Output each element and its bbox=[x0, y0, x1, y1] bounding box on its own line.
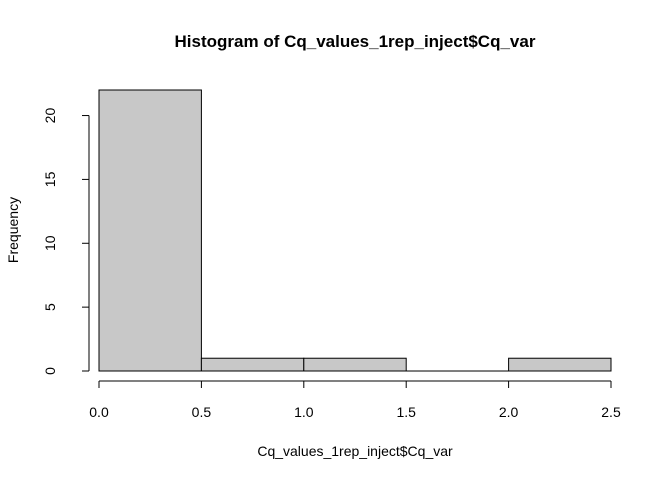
x-tick-label: 2.5 bbox=[601, 404, 621, 420]
chart-title: Histogram of Cq_values_1rep_inject$Cq_va… bbox=[175, 32, 536, 51]
y-tick-label: 15 bbox=[42, 171, 58, 187]
x-axis: 0.0 0.5 1.0 1.5 2.0 2.5 bbox=[89, 380, 621, 420]
y-tick-label: 10 bbox=[42, 235, 58, 251]
y-axis: 0 5 10 15 20 bbox=[42, 108, 90, 375]
y-axis-label: Frequency bbox=[5, 197, 21, 263]
histogram-bar bbox=[200, 357, 305, 372]
x-tick-label: 0.0 bbox=[89, 404, 109, 420]
x-tick-label: 2.0 bbox=[499, 404, 519, 420]
histogram-bar bbox=[98, 89, 202, 372]
y-tick-label: 20 bbox=[42, 108, 58, 124]
x-tick-label: 0.5 bbox=[192, 404, 212, 420]
x-tick-label: 1.0 bbox=[294, 404, 314, 420]
x-tick-label: 1.5 bbox=[396, 404, 416, 420]
histogram-bar bbox=[508, 357, 612, 372]
y-tick-label: 0 bbox=[42, 367, 58, 375]
x-axis-label: Cq_values_1rep_inject$Cq_var bbox=[257, 443, 453, 459]
histogram-bar bbox=[303, 357, 407, 372]
bars-group bbox=[98, 89, 612, 372]
y-tick-label: 5 bbox=[42, 303, 58, 311]
